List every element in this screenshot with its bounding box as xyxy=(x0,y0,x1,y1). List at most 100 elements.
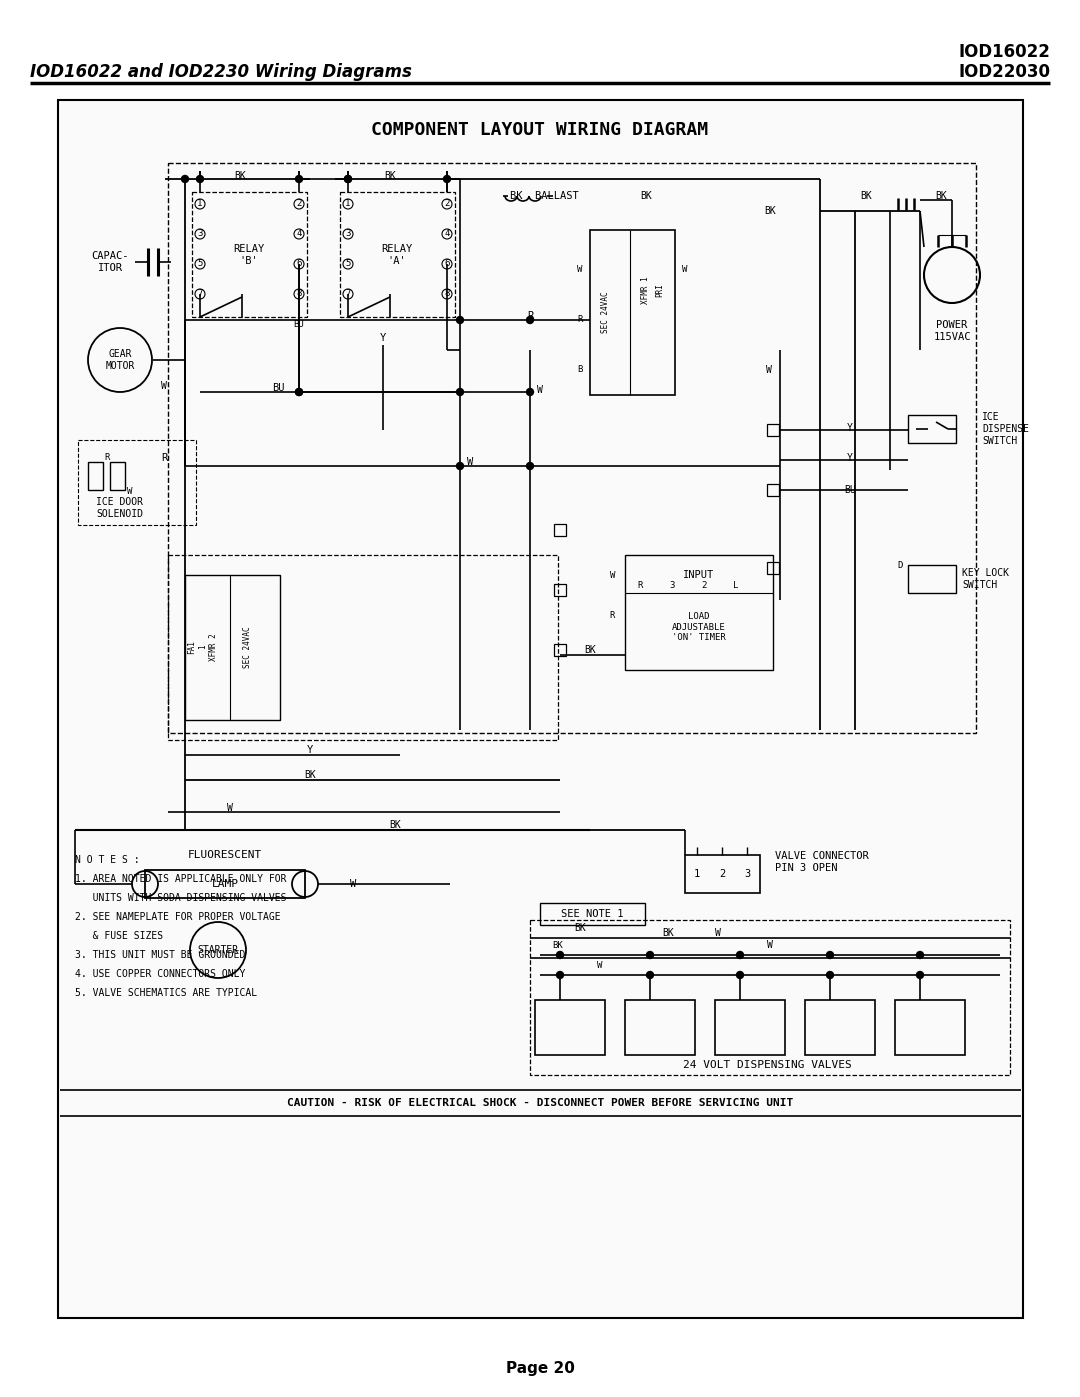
Circle shape xyxy=(917,971,923,978)
Text: XFMR 1: XFMR 1 xyxy=(640,277,649,305)
Text: R: R xyxy=(105,454,110,462)
Text: INPUT: INPUT xyxy=(684,570,715,580)
Text: L: L xyxy=(733,581,739,590)
Circle shape xyxy=(457,388,463,395)
Text: 2. SEE NAMEPLATE FOR PROPER VOLTAGE: 2. SEE NAMEPLATE FOR PROPER VOLTAGE xyxy=(75,912,281,922)
Bar xyxy=(625,1000,696,1055)
Circle shape xyxy=(345,176,351,183)
Bar xyxy=(185,576,280,719)
Text: BK: BK xyxy=(234,170,246,182)
Text: 4: 4 xyxy=(296,229,301,239)
Text: W: W xyxy=(578,265,583,274)
Circle shape xyxy=(444,176,450,183)
Text: COMPONENT LAYOUT WIRING DIAGRAM: COMPONENT LAYOUT WIRING DIAGRAM xyxy=(372,122,708,138)
Text: 8: 8 xyxy=(444,289,449,299)
Text: 1: 1 xyxy=(346,200,351,208)
Text: UNITS WITH SODA DISPENSING VALVES: UNITS WITH SODA DISPENSING VALVES xyxy=(75,893,286,902)
Text: 4: 4 xyxy=(444,229,449,239)
Text: STARTER: STARTER xyxy=(198,944,239,956)
Text: CAUTION - RISK OF ELECTRICAL SHOCK - DISCONNECT POWER BEFORE SERVICING UNIT: CAUTION - RISK OF ELECTRICAL SHOCK - DIS… xyxy=(287,1098,793,1108)
Text: 5: 5 xyxy=(198,260,203,268)
Circle shape xyxy=(826,971,834,978)
Circle shape xyxy=(457,317,463,324)
Bar xyxy=(340,191,455,317)
Text: IOD16022 and IOD2230 Wiring Diagrams: IOD16022 and IOD2230 Wiring Diagrams xyxy=(30,63,411,81)
Bar xyxy=(58,101,1023,1317)
Circle shape xyxy=(181,176,189,183)
Text: GEAR
MOTOR: GEAR MOTOR xyxy=(106,349,135,370)
Text: W: W xyxy=(161,381,167,391)
Text: SEC 24VAC: SEC 24VAC xyxy=(243,626,252,668)
Bar xyxy=(767,483,779,496)
Circle shape xyxy=(737,951,743,958)
Text: R: R xyxy=(637,581,643,590)
Text: 7: 7 xyxy=(198,289,203,299)
Text: Y: Y xyxy=(307,745,313,754)
Bar xyxy=(87,462,103,490)
Text: 6: 6 xyxy=(444,260,449,268)
Text: W: W xyxy=(537,386,543,395)
Text: W: W xyxy=(609,570,615,580)
Text: BK: BK xyxy=(860,191,872,201)
Text: POWER
115VAC: POWER 115VAC xyxy=(933,320,971,342)
Text: 2: 2 xyxy=(296,200,301,208)
Text: BK  BALLAST: BK BALLAST xyxy=(510,191,579,201)
Text: W: W xyxy=(683,265,688,274)
Text: N O T E S :: N O T E S : xyxy=(75,855,139,865)
Circle shape xyxy=(345,176,351,183)
Text: R: R xyxy=(578,316,583,324)
Text: 1. AREA NOTED IS APPLICABLE ONLY FOR: 1. AREA NOTED IS APPLICABLE ONLY FOR xyxy=(75,875,286,884)
Text: LAMP: LAMP xyxy=(212,879,239,888)
Bar xyxy=(908,415,956,443)
Text: BK: BK xyxy=(305,770,315,780)
Text: W: W xyxy=(467,457,473,467)
Text: 1: 1 xyxy=(198,200,203,208)
Text: 3: 3 xyxy=(670,581,675,590)
Text: W: W xyxy=(597,961,603,970)
Text: ICE
DISPENSE
SWITCH: ICE DISPENSE SWITCH xyxy=(982,412,1029,446)
Bar xyxy=(590,231,675,395)
Circle shape xyxy=(527,317,534,324)
Text: W: W xyxy=(227,803,233,813)
Circle shape xyxy=(527,462,534,469)
Text: B: B xyxy=(578,366,583,374)
Circle shape xyxy=(527,388,534,395)
Circle shape xyxy=(457,462,463,469)
Text: IOD16022: IOD16022 xyxy=(958,43,1050,61)
Text: 3: 3 xyxy=(198,229,203,239)
Text: 1: 1 xyxy=(693,869,700,879)
Text: W: W xyxy=(715,928,721,937)
Text: FLUORESCENT: FLUORESCENT xyxy=(188,849,262,861)
Bar xyxy=(192,191,307,317)
Bar xyxy=(625,555,773,671)
Text: BK: BK xyxy=(640,191,651,201)
Text: BK: BK xyxy=(935,191,947,201)
Bar xyxy=(168,555,558,740)
Text: Page 20: Page 20 xyxy=(505,1361,575,1376)
Text: LOAD
ADJUSTABLE
'ON' TIMER: LOAD ADJUSTABLE 'ON' TIMER xyxy=(672,612,726,641)
Circle shape xyxy=(556,971,564,978)
Text: 24 VOLT DISPENSING VALVES: 24 VOLT DISPENSING VALVES xyxy=(683,1060,851,1070)
Text: R: R xyxy=(609,610,615,619)
Bar xyxy=(540,902,645,925)
Text: ICE DOOR
SOLENOID: ICE DOOR SOLENOID xyxy=(96,497,144,518)
Bar xyxy=(805,1000,875,1055)
Text: RELAY
'B': RELAY 'B' xyxy=(233,244,265,265)
Text: W: W xyxy=(127,488,133,496)
Bar xyxy=(530,921,1010,1076)
Circle shape xyxy=(826,951,834,958)
Text: BK: BK xyxy=(389,820,401,830)
Text: 2: 2 xyxy=(444,200,449,208)
Bar xyxy=(145,870,305,898)
Text: IOD22030: IOD22030 xyxy=(958,63,1050,81)
Text: 3: 3 xyxy=(346,229,351,239)
Bar xyxy=(78,440,195,525)
Bar xyxy=(908,564,956,592)
Circle shape xyxy=(647,951,653,958)
Text: BK: BK xyxy=(765,205,775,217)
Text: 2: 2 xyxy=(701,581,706,590)
Bar xyxy=(715,1000,785,1055)
Text: 3: 3 xyxy=(744,869,751,879)
Bar xyxy=(554,584,566,597)
Text: XFMR 2: XFMR 2 xyxy=(208,633,217,661)
